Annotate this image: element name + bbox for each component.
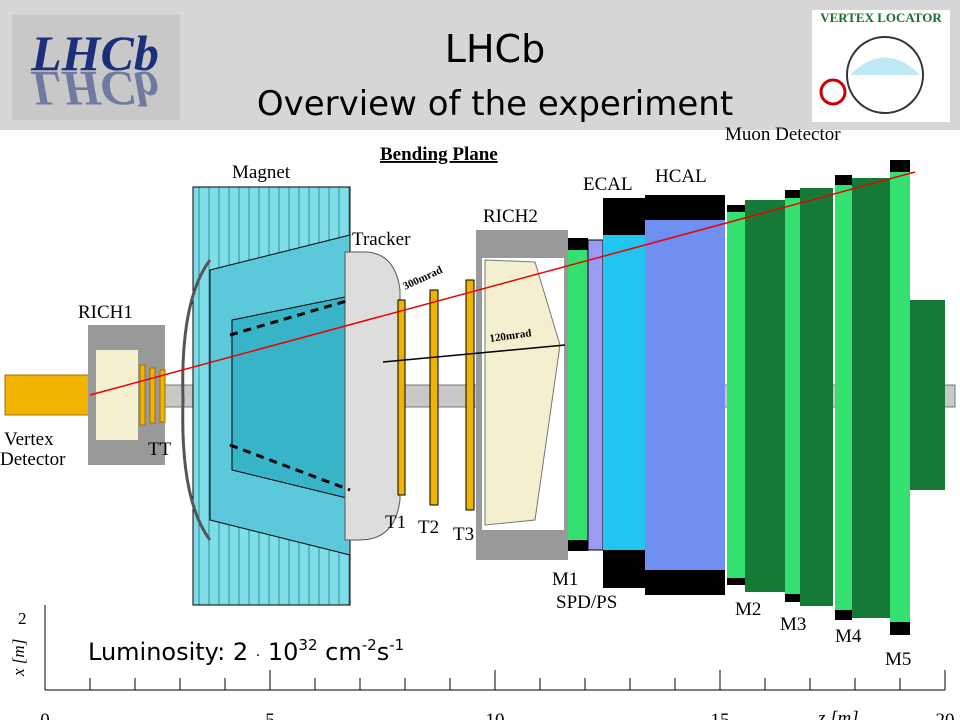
lum-text: cm xyxy=(325,638,362,666)
detector xyxy=(4,160,956,635)
tt-station xyxy=(139,364,146,426)
acceptance-inner xyxy=(382,344,566,363)
track xyxy=(229,298,351,337)
logo-right: VERTEX LOCATOR xyxy=(812,10,950,122)
x-axis-label: z [m] xyxy=(817,708,859,720)
label: M2 xyxy=(735,599,761,620)
luminosity: Luminosity: 2 · 1032 cm-2s-1 xyxy=(88,636,404,666)
m4 xyxy=(835,185,852,610)
label: M3 xyxy=(780,614,806,635)
rich1-inner xyxy=(96,350,138,440)
logo-text: VERTEX LOCATOR xyxy=(820,10,942,25)
label: SPD/PS xyxy=(556,592,617,613)
label: RICH2 xyxy=(483,206,538,227)
label: M4 xyxy=(835,626,862,647)
lum-dot: · xyxy=(256,648,260,664)
m3 xyxy=(785,198,800,594)
spd-ps xyxy=(587,239,604,551)
acceptance-outer xyxy=(89,171,916,396)
m2 xyxy=(727,212,745,578)
m1 xyxy=(568,250,588,540)
tracker xyxy=(344,251,401,541)
m5 xyxy=(890,172,910,622)
label: Vertex Detector xyxy=(0,429,66,470)
y-axis-label: x [m] xyxy=(9,639,28,677)
subtitle: Overview of the experiment xyxy=(257,84,733,124)
x-tick-label: 5 xyxy=(265,710,275,720)
x-tick-label: 10 xyxy=(486,710,505,720)
label: T3 xyxy=(453,524,474,545)
track xyxy=(229,443,351,492)
label: TT xyxy=(148,439,172,460)
lum-exp: -1 xyxy=(389,636,404,654)
t3 xyxy=(465,279,475,511)
plane-label: Bending Plane xyxy=(380,144,498,165)
magnet-pole xyxy=(231,294,356,501)
title: LHCb xyxy=(445,27,545,71)
t2 xyxy=(429,289,439,506)
lum-exp: -2 xyxy=(362,636,377,654)
label: HCAL xyxy=(655,166,707,187)
logo-left: LHCb LHCb xyxy=(12,15,180,120)
logo-text: LHCb xyxy=(30,25,159,81)
label: ECAL xyxy=(583,174,633,195)
label: Muon Detector xyxy=(725,124,841,145)
t1 xyxy=(397,299,406,496)
rich2-mirror xyxy=(484,259,561,526)
label: Magnet xyxy=(232,162,291,183)
label: Tracker xyxy=(352,229,411,250)
x-tick-label: 0 xyxy=(40,710,50,720)
tracker-outline xyxy=(181,259,212,541)
angle-label: 120mrad xyxy=(489,327,532,345)
muon-filter xyxy=(745,200,785,592)
shield xyxy=(910,300,945,490)
label: M1 xyxy=(552,569,578,590)
label: T1 xyxy=(385,512,406,533)
ecal xyxy=(603,235,645,550)
label: M5 xyxy=(885,649,911,670)
vertex-detector xyxy=(4,374,91,416)
muon-filter xyxy=(800,188,833,606)
x-tick-label: 20 xyxy=(936,710,955,720)
hcal xyxy=(645,220,725,570)
muon-filter xyxy=(852,178,890,618)
label: RICH1 xyxy=(78,302,133,323)
x-tick-label: 15 xyxy=(711,710,730,720)
label: T2 xyxy=(418,517,439,538)
lum-exp: 32 xyxy=(298,636,317,654)
lum-text: Luminosity: 2 xyxy=(88,638,248,666)
logo-reflection: LHCb xyxy=(30,61,159,117)
lum-text: s xyxy=(377,638,390,666)
tt-station xyxy=(159,369,166,423)
lum-text: 10 xyxy=(268,638,299,666)
tt-station xyxy=(149,367,156,424)
y-tick-label: 2 xyxy=(18,609,27,628)
